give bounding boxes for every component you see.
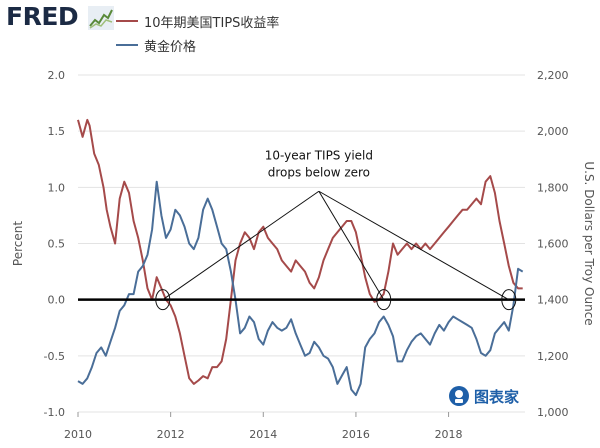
x-tick-label: 2012 <box>157 428 185 441</box>
legend: 10年期美国TIPS收益率 黄金价格 <box>116 9 279 57</box>
annotation-pointer <box>162 190 320 301</box>
fred-logo-text: FRED <box>6 2 79 31</box>
y-tick-label-left: 1.5 <box>48 125 66 138</box>
annotation-text: drops below zero <box>268 165 370 179</box>
x-tick-label: 2010 <box>64 428 92 441</box>
legend-item-tips: 10年期美国TIPS收益率 <box>116 9 279 33</box>
y-tick-label-right: 1,200 <box>537 350 569 363</box>
annotation-circle <box>501 289 517 311</box>
legend-item-gold: 黄金价格 <box>116 33 279 57</box>
fred-logo: FRED <box>6 2 114 31</box>
y-axis-label-right: U.S. Dollars per Troy Ounce <box>582 161 596 325</box>
y-tick-label-left: 0.0 <box>48 294 66 307</box>
annotation-circle <box>155 289 171 311</box>
y-tick-label-left: 2.0 <box>48 69 66 82</box>
annotation-text: 10-year TIPS yield <box>265 148 373 162</box>
y-tick-label-right: 1,600 <box>537 238 569 251</box>
x-tick-label: 2014 <box>249 428 277 441</box>
series-line-gold <box>77 180 524 397</box>
fred-spark-icon <box>88 6 114 30</box>
y-tick-label-left: -1.0 <box>44 406 65 419</box>
legend-swatch-gold <box>116 44 138 46</box>
y-tick-label-right: 1,000 <box>537 406 569 419</box>
legend-label-tips: 10年期美国TIPS收益率 <box>144 15 280 31</box>
y-tick-label-left: 1.0 <box>48 181 66 194</box>
y-tick-label-left: -0.5 <box>44 350 65 363</box>
legend-swatch-tips <box>116 20 138 22</box>
annotation-pointer <box>318 190 510 301</box>
annotation-circle <box>376 289 392 311</box>
series-line-tips <box>77 118 523 385</box>
watermark-icon <box>449 386 469 406</box>
legend-label-gold: 黄金价格 <box>144 39 197 55</box>
y-axis-label-left: Percent <box>11 221 25 266</box>
annotation-pointer <box>318 190 385 300</box>
watermark: 图表家 <box>448 385 519 407</box>
y-tick-label-right: 2,000 <box>537 125 569 138</box>
x-tick-label: 2018 <box>435 428 463 441</box>
watermark-text: 图表家 <box>474 387 520 406</box>
y-tick-label-right: 1,400 <box>537 294 569 307</box>
x-tick-label: 2016 <box>342 428 370 441</box>
y-tick-label-right: 2,200 <box>537 69 569 82</box>
y-tick-label-right: 1,800 <box>537 181 569 194</box>
y-tick-label-left: 0.5 <box>48 238 66 251</box>
